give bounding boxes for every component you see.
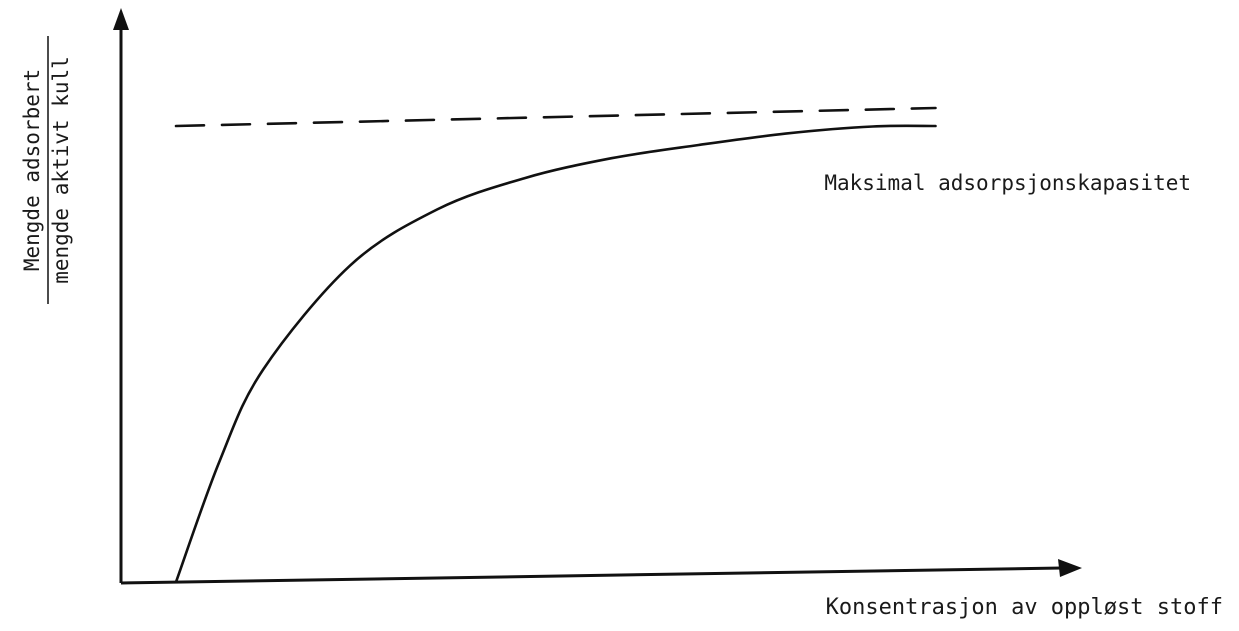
x-axis-label: Konsentrasjon av oppløst stoff — [826, 595, 1223, 620]
y-label-denominator: mengde aktivt kull — [49, 56, 73, 284]
isotherm-curve — [174, 124, 937, 584]
x-axis — [120, 566, 1063, 585]
y-axis-arrowhead — [113, 8, 129, 30]
x-axis-arrowhead — [1058, 559, 1082, 577]
y-axis-label: Mengde adsorbert mengde aktivt kull — [20, 36, 73, 304]
max-capacity-dashed-line — [174, 106, 937, 128]
series-layer — [174, 106, 937, 584]
max-capacity-annotation: Maksimal adsorpsjonskapasitet — [824, 171, 1191, 195]
y-label-numerator: Mengde adsorbert — [20, 69, 44, 271]
